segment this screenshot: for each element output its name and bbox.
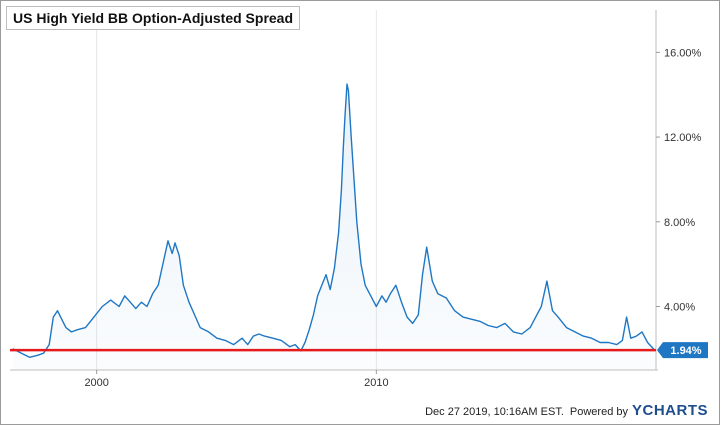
last-value-label: 1.94% [670, 345, 701, 357]
chart-title: US High Yield BB Option-Adjusted Spread [6, 6, 301, 30]
series-layer [12, 83, 656, 370]
last-value-badge [657, 342, 708, 359]
footer: Dec 27 2019, 10:16AM EST. Powered by YCH… [425, 402, 708, 419]
ycharts-logo[interactable]: YCHARTS [631, 402, 708, 419]
timestamp: Dec 27 2019, 10:16AM EST. [425, 406, 564, 418]
x-tick-label-2010: 2010 [364, 377, 388, 389]
y-tick-label-12: 12.00% [664, 132, 702, 144]
y-tick-label-8: 8.00% [664, 217, 695, 229]
y-tick-label-16: 16.00% [664, 47, 702, 59]
powered-by-text: Powered by [569, 406, 628, 418]
series-line [12, 83, 656, 358]
series-area [12, 84, 655, 370]
last-value-layer: 1.94% [657, 342, 708, 359]
y-tick-label-4: 4.00% [664, 301, 695, 313]
x-tick-label-2000: 2000 [84, 377, 108, 389]
